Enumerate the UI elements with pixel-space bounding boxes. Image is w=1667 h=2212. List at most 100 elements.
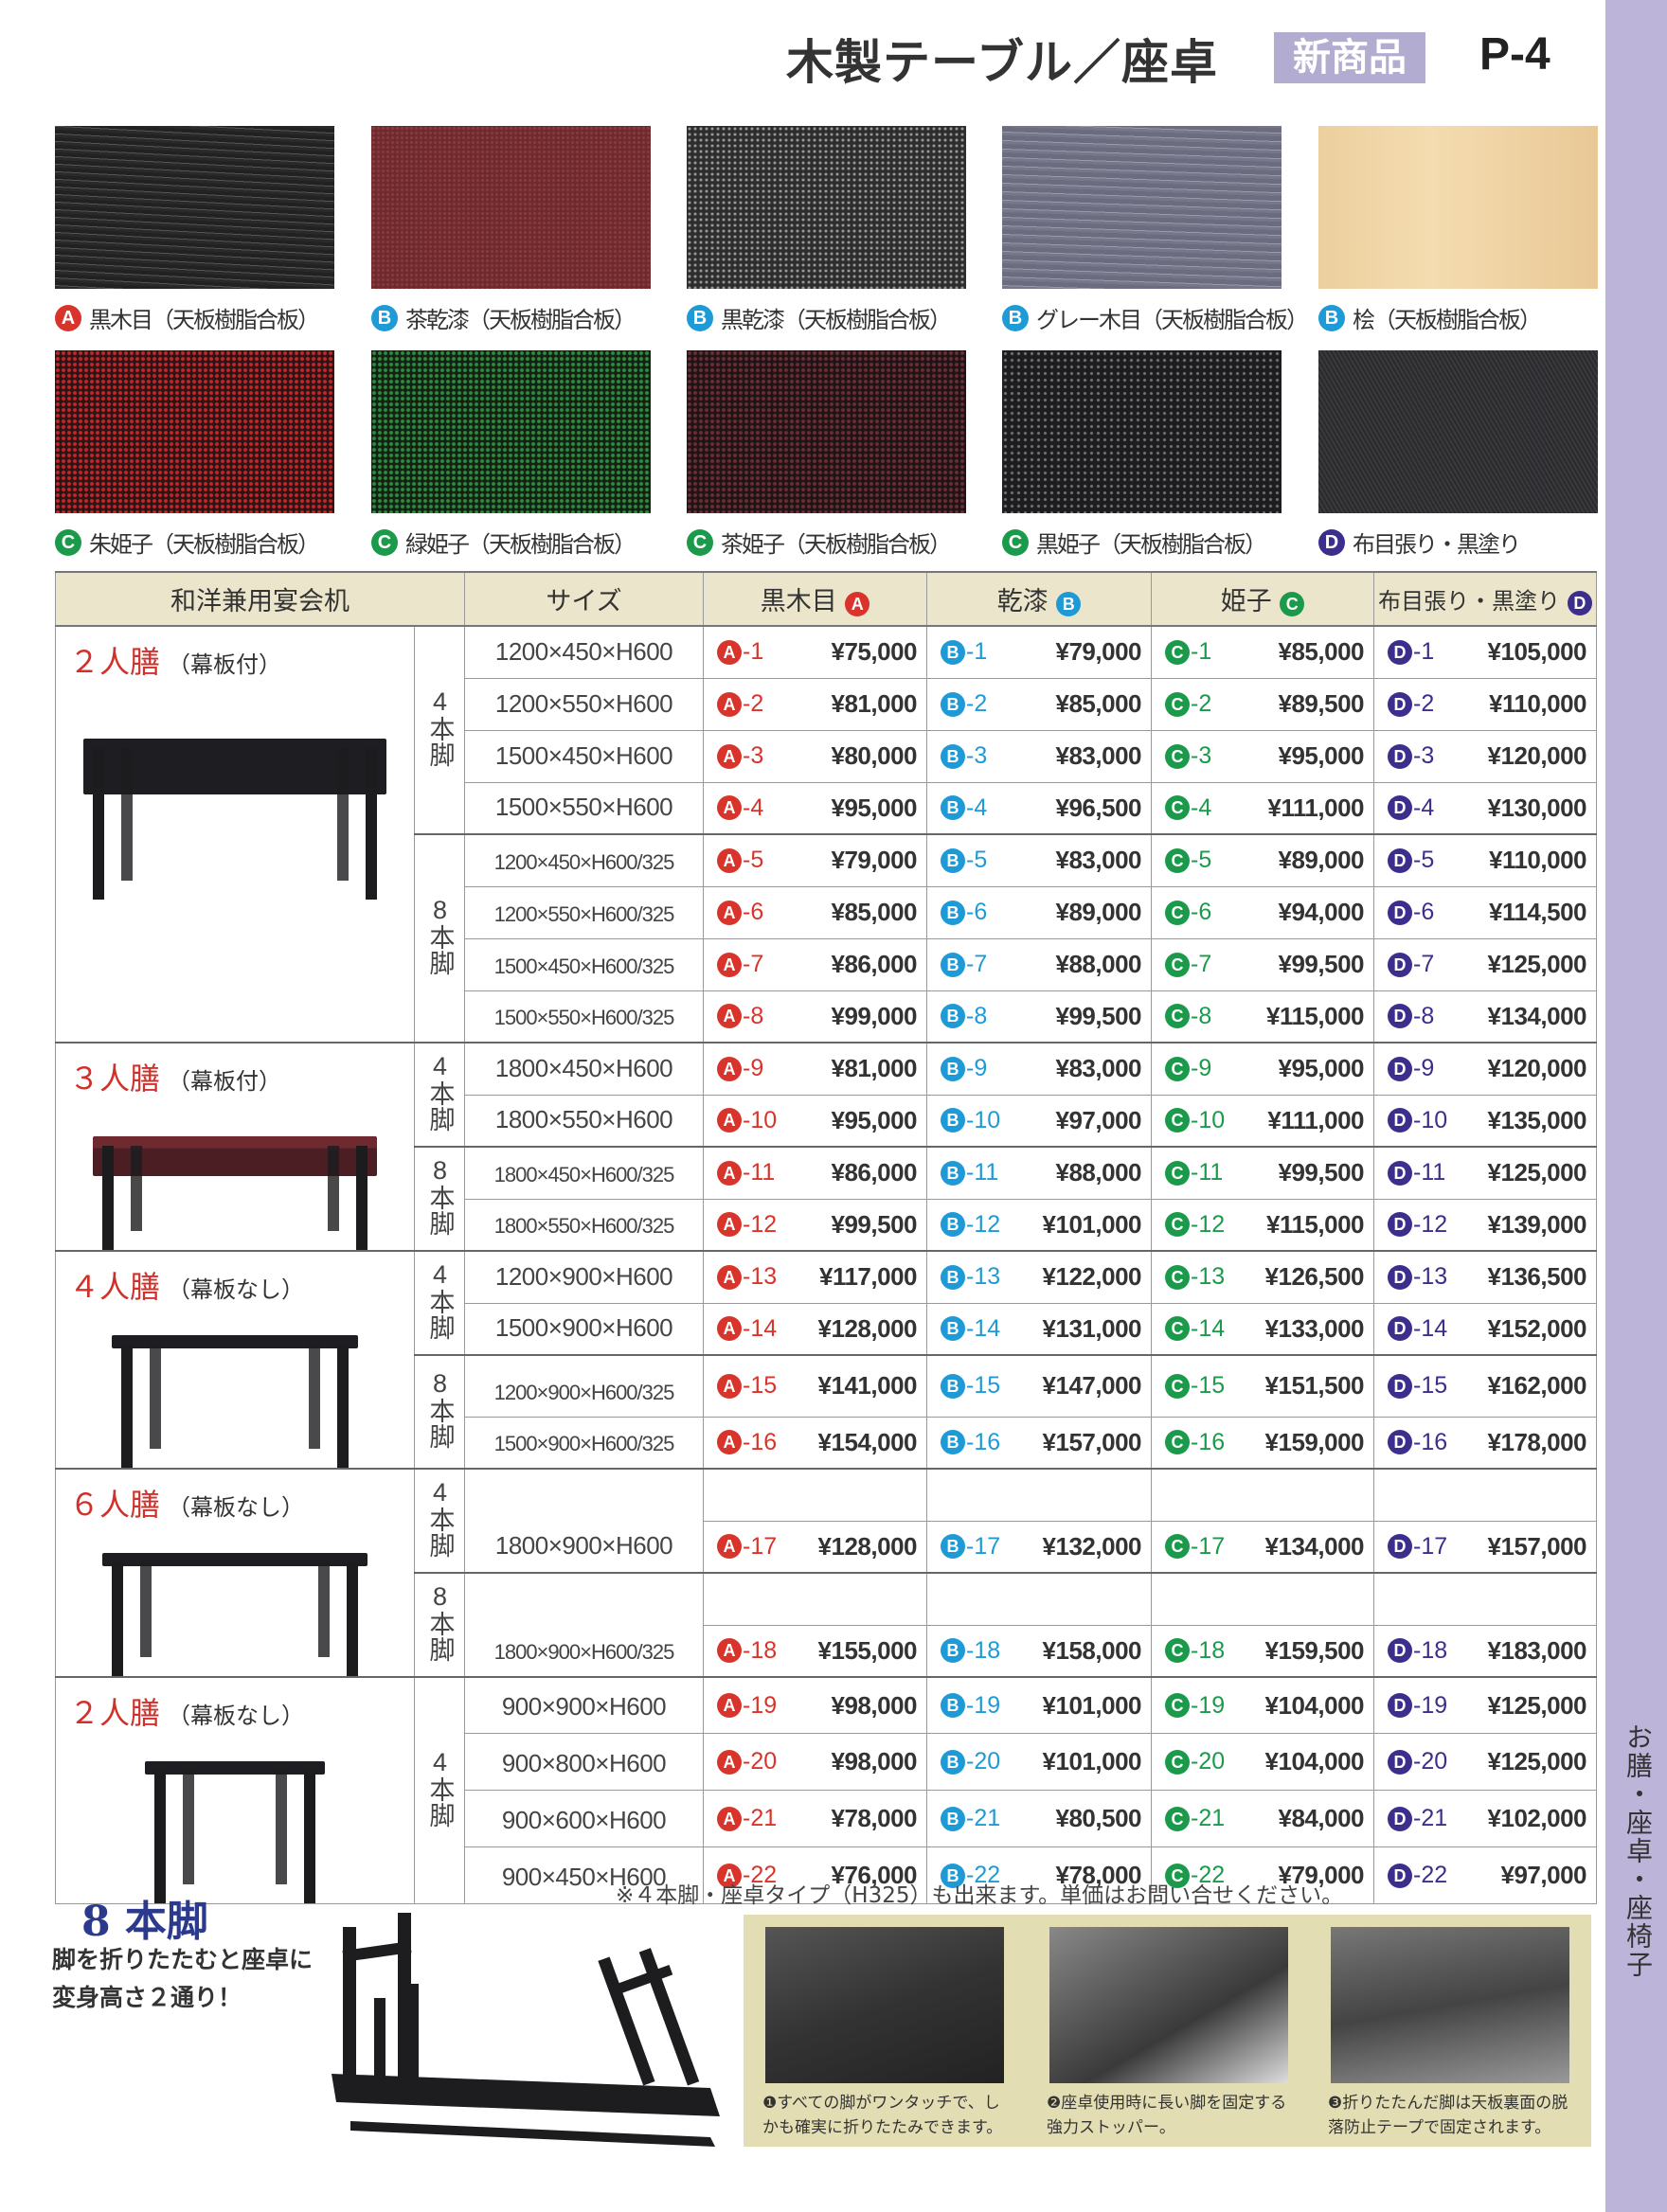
price-cell: D -15 ¥162,000 <box>1373 1354 1597 1418</box>
finish-badge: C <box>1165 1004 1190 1029</box>
item-number: -11 <box>1191 1159 1224 1186</box>
price: ¥178,000 <box>1487 1427 1587 1456</box>
price-cell: D -7 ¥125,000 <box>1373 937 1597 991</box>
size-cell: 1500×550×H600 <box>464 781 704 835</box>
price-cell: B -5 ¥83,000 <box>926 833 1152 887</box>
finish-badge: B <box>941 1638 965 1664</box>
size-cell: 1800×550×H600/325 <box>464 1198 704 1252</box>
table-row: 8本脚 1200×900×H600/325 A -15 ¥141,000 B -15 ¥147… <box>56 1354 1597 1470</box>
leg-shape <box>318 1562 330 1657</box>
table-row: ３人膳 （幕板付） 4本脚 1800×450×H600 A -9 ¥81,000 B -9 ¥8… <box>55 1042 1597 1252</box>
table-row: ６人膳 （幕板なし） 4本脚 1800×900×H600 <box>55 1468 1597 1678</box>
price: ¥114,500 <box>1488 898 1587 926</box>
price-cell-empty <box>703 1468 927 1522</box>
leg-shape <box>150 1345 161 1449</box>
item-number: -21 <box>1191 1805 1226 1832</box>
finish-badge: C <box>1165 1693 1190 1719</box>
group-title: ２人膳 <box>69 645 161 679</box>
price: ¥132,000 <box>1042 1531 1142 1561</box>
finish-badge: D <box>1388 952 1412 977</box>
finish-badge: B <box>1056 592 1082 616</box>
finish-badge: D <box>1388 1638 1412 1664</box>
price-cell: D -2 ¥110,000 <box>1373 677 1597 731</box>
price: ¥134,000 <box>1264 1531 1365 1561</box>
finish-badge: D <box>1388 1056 1412 1081</box>
item-number: -9 <box>743 1055 764 1082</box>
photo-stopper <box>1049 1927 1288 2083</box>
size-cell: 1800×900×H600/325 <box>464 1572 704 1678</box>
price-cell: D -21 ¥102,000 <box>1373 1790 1597 1848</box>
tabletop-shape <box>102 1553 367 1566</box>
item-number: -20 <box>743 1748 778 1775</box>
price: ¥99,500 <box>1278 950 1365 978</box>
leg-type-label: 4本脚 <box>425 687 455 767</box>
finish-badge: B <box>941 1056 965 1081</box>
price-cell: B -2 ¥85,000 <box>926 677 1152 731</box>
price: ¥79,000 <box>1278 1861 1365 1890</box>
price-cell: B -18 ¥158,000 <box>926 1624 1152 1678</box>
item-number: -5 <box>966 847 988 874</box>
caption-text: すべての脚がワンタッチで、しかも確実に折りたたみできます。 <box>762 2094 1003 2137</box>
finish-badge: D <box>1388 743 1412 769</box>
finish-badge: C <box>1165 743 1190 769</box>
price-cell: D -3 ¥120,000 <box>1373 729 1597 783</box>
finish-badge: C <box>1165 1264 1190 1290</box>
leg-type-label: 8本脚 <box>425 895 455 975</box>
price: ¥104,000 <box>1264 1690 1365 1720</box>
finish-badge: C <box>1165 639 1190 665</box>
swatch-black-wood <box>55 126 334 289</box>
price-cell: D -22 ¥97,000 <box>1373 1846 1597 1904</box>
finish-badge: C <box>1165 1212 1190 1238</box>
price: ¥125,000 <box>1487 1747 1587 1776</box>
price: ¥85,000 <box>1278 637 1365 667</box>
item-number: -2 <box>1413 690 1435 717</box>
group-name: ２人膳 （幕板なし） <box>56 1678 414 1733</box>
price: ¥125,000 <box>1487 1158 1587 1187</box>
feature-line: 変身高さ２通り！ <box>52 1984 242 2011</box>
price-cell: B -4 ¥96,500 <box>926 781 1152 835</box>
finish-badge: A <box>717 847 742 873</box>
side-tab-label: お膳・座卓・座椅子 <box>1622 1723 1654 1979</box>
finish-badge: A <box>717 1430 742 1455</box>
finish-badge: D <box>1388 1806 1412 1831</box>
price-cell: A -21 ¥78,000 <box>703 1790 927 1848</box>
leg-shape <box>276 1771 287 1884</box>
price-cell: D -19 ¥125,000 <box>1373 1676 1597 1735</box>
finish-badge: C <box>1002 528 1029 556</box>
item-number: -3 <box>1413 742 1435 769</box>
photo-hinge <box>765 1927 1004 2083</box>
item-number: -9 <box>1413 1055 1435 1082</box>
price: ¥134,000 <box>1487 1001 1587 1030</box>
price: ¥83,000 <box>1055 741 1142 770</box>
table-row: 1500×450×H600 A -3 ¥80,000 B -3 ¥83,000 C -3 ¥95,… <box>56 729 1597 783</box>
item-number: -7 <box>1191 951 1212 977</box>
finish-badge: A <box>717 1108 742 1133</box>
price-cell: B -6 ¥89,000 <box>926 885 1152 939</box>
finish-badge: C <box>1165 847 1190 873</box>
finish-badge: A <box>717 1638 742 1664</box>
item-number: -12 <box>743 1210 778 1238</box>
price: ¥125,000 <box>1487 1690 1587 1720</box>
swatch-label: C 茶姫子（天板樹脂合板） <box>687 526 952 559</box>
item-number: -11 <box>743 1159 776 1186</box>
size-cell: 1800×900×H600 <box>464 1468 704 1574</box>
product-group: ２人膳 （幕板なし） <box>55 1676 415 1904</box>
finish-badge: A <box>717 1373 742 1399</box>
finish-badge: D <box>1388 1863 1412 1888</box>
finish-badge: B <box>941 900 965 925</box>
leg-type: 4本脚 <box>414 1468 465 1574</box>
size-cell: 1200×450×H600/325 <box>464 833 704 887</box>
finish-badge: B <box>941 691 965 717</box>
finish-badge: A <box>717 900 742 925</box>
price-cell: C -5 ¥89,000 <box>1151 833 1374 887</box>
price-cell: A -6 ¥85,000 <box>703 885 927 939</box>
price: ¥95,000 <box>831 1105 918 1134</box>
price-cell: D -14 ¥152,000 <box>1373 1302 1597 1356</box>
table-row: 900×600×H600 A -21 ¥78,000 B -21 ¥80,500 C -21 ¥8… <box>56 1790 1597 1848</box>
finish-badge: C <box>1165 1430 1190 1455</box>
price-table: 和洋兼用宴会机 サイズ 黒木目 A 乾漆 B 姫子 C 布目張り・黒塗り D ２人膳 （幕板… <box>55 571 1597 1904</box>
finish-badge: A <box>717 1863 742 1888</box>
leg-shape <box>337 748 349 881</box>
finish-badge: B <box>941 952 965 977</box>
size-cell: 1800×550×H600 <box>464 1094 704 1148</box>
